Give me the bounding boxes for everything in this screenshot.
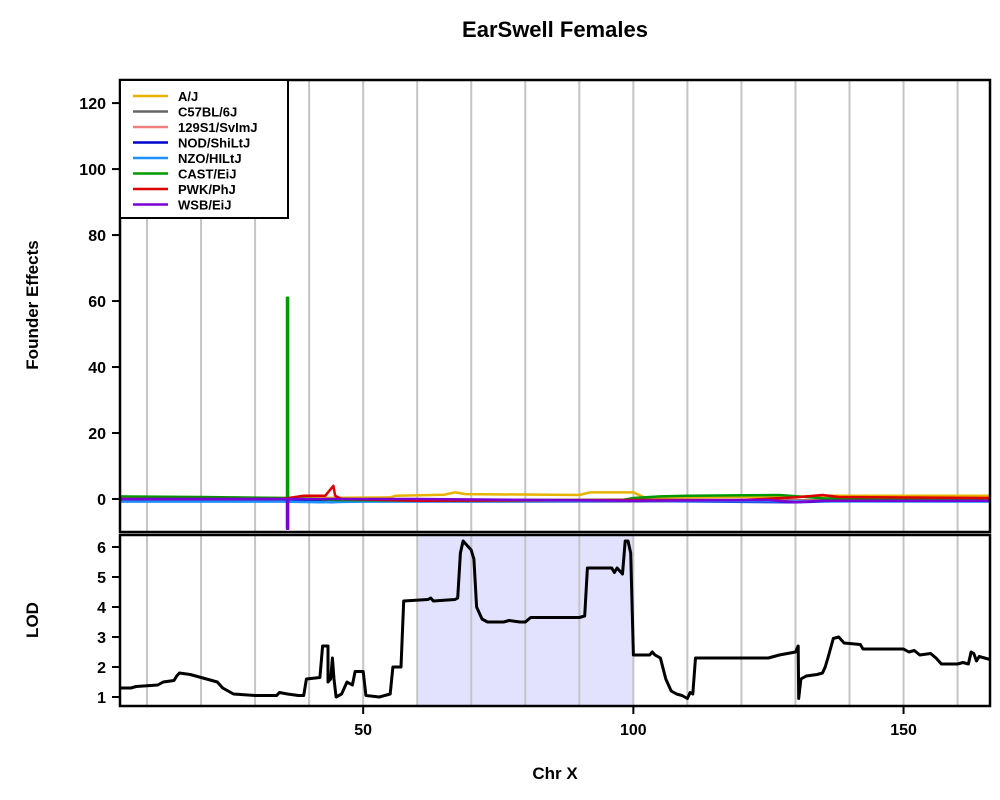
legend-label-7: WSB/EiJ (178, 198, 231, 213)
lod-ytick-label-0: 1 (97, 690, 106, 707)
founder-ytick-label-5: 100 (79, 162, 106, 179)
founder-ytick-label-2: 40 (88, 360, 106, 377)
lod-panel: 1 2 3 4 5 6 50 100 150 (97, 533, 992, 739)
legend-label-4: NZO/HILtJ (178, 151, 242, 166)
lod-frame (118, 533, 992, 708)
founder-series-7 (120, 497, 990, 530)
founder-frame (118, 78, 992, 534)
lod-ytick-label-3: 4 (97, 600, 106, 617)
top-y-axis-label: Founder Effects (23, 240, 42, 369)
legend-label-2: 129S1/SvImJ (178, 120, 258, 135)
founder-series-0 (120, 491, 990, 500)
founder-series-5 (119, 296, 991, 502)
xtick-label-2: 150 (890, 722, 917, 739)
founder-ytick-label-6: 120 (79, 96, 106, 113)
founder-ytick-label-4: 80 (88, 228, 106, 245)
lod-ytick-label-5: 6 (97, 540, 106, 557)
lod-ytick-label-1: 2 (97, 660, 106, 677)
lod-series-0 (120, 539, 991, 700)
lod-ytick-label-2: 3 (97, 630, 106, 647)
xtick-label-0: 50 (354, 722, 372, 739)
legend-label-3: NOD/ShiLtJ (178, 136, 250, 151)
x-axis-label: Chr X (532, 764, 578, 783)
legend: A/JC57BL/6J129S1/SvImJNOD/ShiLtJNZO/HILt… (119, 79, 289, 219)
bottom-y-axis-label: LOD (23, 602, 42, 638)
legend-label-0: A/J (178, 89, 198, 104)
legend-label-5: CAST/EiJ (178, 167, 237, 182)
founder-effects-panel: 0 20 40 60 80 100 120 (79, 78, 992, 534)
chart-title: EarSwell Females (462, 17, 648, 42)
xtick-label-1: 100 (620, 722, 647, 739)
lod-ytick-label-4: 5 (97, 570, 106, 587)
legend-label-1: C57BL/6J (178, 105, 237, 120)
legend-label-6: PWK/PhJ (178, 182, 236, 197)
legend-box (119, 79, 289, 219)
founder-ytick-label-0: 0 (97, 492, 106, 509)
founder-ytick-label-3: 60 (88, 294, 106, 311)
founder-ytick-label-1: 20 (88, 426, 106, 443)
